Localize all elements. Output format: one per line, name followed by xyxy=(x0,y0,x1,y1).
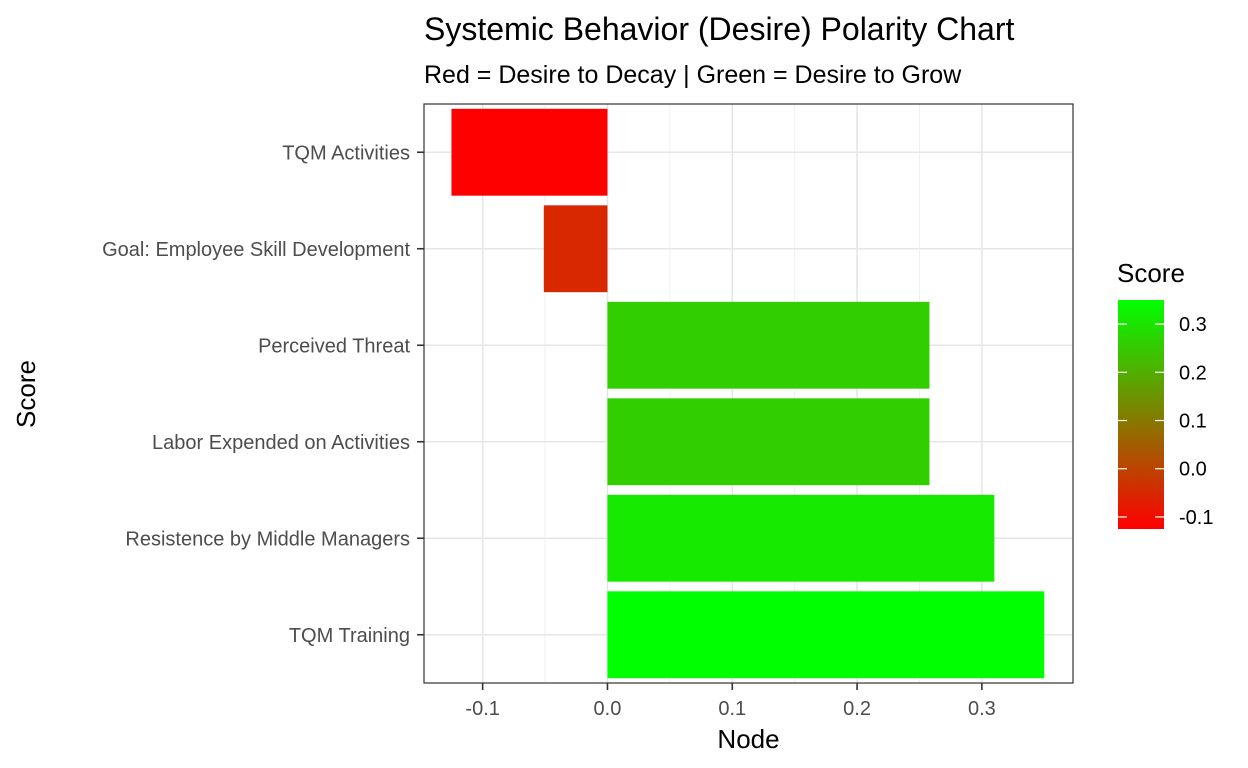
x-tick-label: 0.1 xyxy=(718,698,746,720)
bar xyxy=(607,591,1045,679)
legend-tick-label: 0.2 xyxy=(1179,362,1207,384)
plot-area xyxy=(423,103,1074,684)
y-tick-label: Labor Expended on Activities xyxy=(152,432,410,454)
legend-colorbar xyxy=(1118,300,1164,529)
y-axis-label: Score xyxy=(11,360,41,428)
legend-tick-label: -0.1 xyxy=(1179,507,1213,529)
y-axis: TQM Activities Goal: Employee Skill Devel… xyxy=(102,142,424,647)
bar xyxy=(543,205,608,293)
x-axis-label: Node xyxy=(717,724,779,754)
chart-subtitle: Red = Desire to Decay | Green = Desire t… xyxy=(424,61,962,89)
x-tick-label: -0.1 xyxy=(465,698,499,720)
legend-title: Score xyxy=(1117,258,1185,288)
bar xyxy=(607,494,995,582)
panel-background xyxy=(424,104,1073,683)
y-tick-label: TQM Activities xyxy=(282,142,410,164)
legend-tick-label: 0.0 xyxy=(1179,459,1207,481)
legend-ticks: -0.1 0.0 0.1 0.2 0.3 xyxy=(1118,314,1213,529)
y-tick-label: Goal: Employee Skill Development xyxy=(102,239,410,261)
x-tick-label: 0.2 xyxy=(843,698,871,720)
y-tick-label: TQM Training xyxy=(289,625,410,647)
bar xyxy=(451,108,608,196)
y-tick-label: Perceived Threat xyxy=(258,335,410,357)
y-tick-label: Resistence by Middle Managers xyxy=(125,528,410,550)
legend-tick-label: 0.3 xyxy=(1179,314,1207,336)
chart-title: Systemic Behavior (Desire) Polarity Char… xyxy=(424,11,1015,47)
panel-border xyxy=(423,103,1074,684)
bars xyxy=(451,108,1045,679)
bar xyxy=(607,301,930,389)
legend: Score -0.1 0.0 0.1 0.2 0.3 xyxy=(1117,258,1213,529)
x-axis: -0.1 0.0 0.1 0.2 0.3 xyxy=(465,683,996,720)
x-tick-label: 0.3 xyxy=(968,698,996,720)
x-tick-label: 0.0 xyxy=(594,698,622,720)
bar xyxy=(607,398,930,486)
legend-tick-label: 0.1 xyxy=(1179,411,1207,433)
